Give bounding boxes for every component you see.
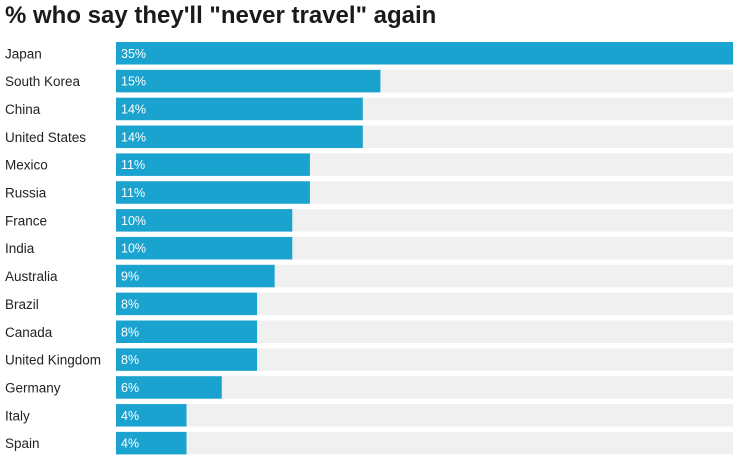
bar — [116, 431, 187, 455]
category-label: United Kingdom — [5, 353, 101, 368]
bar — [116, 125, 363, 149]
value-label: 11% — [121, 186, 145, 200]
bar — [116, 153, 310, 176]
bar — [116, 181, 310, 204]
value-label: 9% — [121, 270, 139, 284]
value-label: 35% — [121, 47, 146, 61]
value-label: 8% — [121, 297, 139, 311]
category-label: France — [5, 213, 47, 228]
value-label: 15% — [121, 75, 146, 89]
bar — [116, 264, 275, 288]
value-label: 8% — [121, 353, 139, 367]
category-label: China — [5, 102, 41, 117]
category-label: India — [5, 241, 35, 256]
bar-track — [116, 376, 733, 399]
value-label: 4% — [121, 437, 139, 451]
category-label: Canada — [5, 325, 53, 340]
category-label: Germany — [5, 380, 61, 395]
category-label: Brazil — [5, 297, 39, 312]
bar-track — [116, 348, 733, 371]
value-label: 8% — [121, 325, 139, 339]
category-label: Russia — [5, 186, 47, 201]
category-label: Spain — [5, 436, 40, 451]
bar — [116, 376, 222, 399]
category-label: Mexico — [5, 158, 48, 173]
category-label: Australia — [5, 269, 58, 284]
bar — [116, 42, 733, 65]
bar-track — [116, 292, 733, 316]
bar — [116, 292, 258, 316]
value-label: 11% — [121, 158, 145, 172]
category-label: United States — [5, 130, 86, 145]
bar-track — [116, 404, 733, 427]
value-label: 6% — [121, 381, 139, 395]
value-label: 4% — [121, 409, 139, 423]
category-label: South Korea — [5, 74, 81, 89]
bar — [116, 348, 258, 371]
value-label: 14% — [121, 102, 146, 116]
bar — [116, 97, 363, 121]
bar — [116, 404, 187, 427]
bar — [116, 236, 293, 260]
bar — [116, 69, 381, 93]
category-label: Japan — [5, 46, 42, 61]
bar — [116, 209, 293, 232]
bar-track — [116, 431, 733, 455]
value-label: 10% — [121, 242, 146, 256]
bar-track — [116, 320, 733, 343]
chart-title: % who say they'll "never travel" again — [5, 2, 437, 29]
category-label: Italy — [5, 408, 30, 423]
value-label: 14% — [121, 130, 146, 144]
bar — [116, 320, 258, 343]
value-label: 10% — [121, 214, 146, 228]
